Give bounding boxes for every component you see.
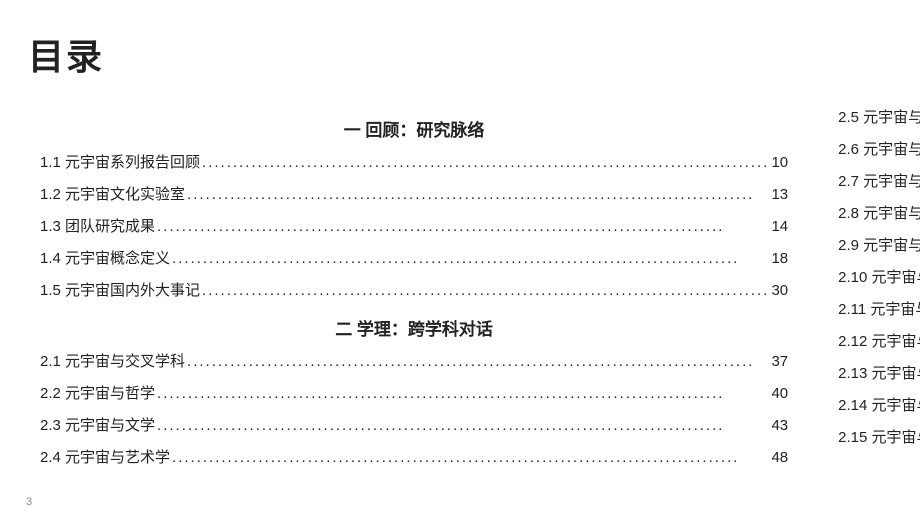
toc-dots: ........................................… — [157, 386, 769, 401]
toc-label: 2.4 元宇宙与艺术学 — [40, 450, 170, 465]
toc-label: 2.5 元宇宙与电影学 — [838, 110, 920, 125]
toc-columns: 一 回顾：研究脉络 1.1 元宇宙系列报告回顾..................… — [40, 110, 880, 482]
toc-label: 2.12 元宇宙与医学 — [838, 334, 920, 349]
toc-label: 2.13 元宇宙与物理学 — [838, 366, 920, 381]
toc-entry: 2.14 元宇宙与计算机学 ..........................… — [838, 398, 920, 413]
toc-entry: 2.5 元宇宙与电影学.............................… — [838, 110, 920, 125]
toc-page: 10 — [771, 155, 788, 170]
section-heading: 二 学理：跨学科对话 — [40, 315, 788, 340]
toc-page: 48 — [771, 450, 788, 465]
toc-page: 40 — [771, 386, 788, 401]
toc-entry: 2.8 元宇宙与信息管理学...........................… — [838, 206, 920, 221]
toc-dots: ........................................… — [202, 155, 769, 170]
toc-entry: 2.7 元宇宙与经济学.............................… — [838, 174, 920, 189]
toc-entry: 2.11 元宇宙与军事学 ...........................… — [838, 302, 920, 317]
toc-dots: ........................................… — [157, 219, 769, 234]
toc-entry: 2.2 元宇宙与哲学..............................… — [40, 386, 788, 401]
page-number: 3 — [26, 496, 32, 508]
toc-label: 2.6 元宇宙与传播学 — [838, 142, 920, 157]
toc-label: 1.4 元宇宙概念定义 — [40, 251, 170, 266]
toc-entry: 2.13 元宇宙与物理学 ...........................… — [838, 366, 920, 381]
toc-entry: 1.4 元宇宙概念定义.............................… — [40, 251, 788, 266]
toc-entry: 2.9 元宇宙与图书馆学............................… — [838, 238, 920, 253]
toc-label: 2.8 元宇宙与信息管理学 — [838, 206, 920, 221]
toc-label: 2.10 元宇宙与建筑学 — [838, 270, 920, 285]
toc-label: 2.2 元宇宙与哲学 — [40, 386, 155, 401]
toc-entry: 2.1 元宇宙与交叉学科............................… — [40, 354, 788, 369]
left-column: 一 回顾：研究脉络 1.1 元宇宙系列报告回顾..................… — [40, 110, 788, 482]
toc-dots: ........................................… — [187, 187, 769, 202]
toc-dots: ........................................… — [187, 354, 769, 369]
toc-page: 30 — [771, 283, 788, 298]
toc-page: 43 — [771, 418, 788, 433]
page-title: 目录 — [28, 28, 104, 80]
toc-label: 2.9 元宇宙与图书馆学 — [838, 238, 920, 253]
toc-dots: ........................................… — [202, 283, 769, 298]
toc-label: 1.5 元宇宙国内外大事记 — [40, 283, 200, 298]
toc-entry: 2.15 元宇宙与GIS ...........................… — [838, 430, 920, 445]
toc-label: 2.1 元宇宙与交叉学科 — [40, 354, 185, 369]
toc-entry: 2.4 元宇宙与艺术学.............................… — [40, 450, 788, 465]
toc-label: 2.3 元宇宙与文学 — [40, 418, 155, 433]
right-column: 2.5 元宇宙与电影学.............................… — [838, 110, 920, 482]
toc-label: 2.14 元宇宙与计算机学 — [838, 398, 920, 413]
toc-entry: 2.10 元宇宙与建筑学 ...........................… — [838, 270, 920, 285]
toc-label: 1.1 元宇宙系列报告回顾 — [40, 155, 200, 170]
toc-page: 13 — [771, 187, 788, 202]
toc-dots: ........................................… — [172, 251, 769, 266]
toc-label: 1.2 元宇宙文化实验室 — [40, 187, 185, 202]
toc-page: 14 — [771, 219, 788, 234]
toc-entry: 2.6 元宇宙与传播学.............................… — [838, 142, 920, 157]
toc-label: 2.15 元宇宙与GIS — [838, 430, 920, 445]
toc-label: 1.3 团队研究成果 — [40, 219, 155, 234]
toc-label: 2.7 元宇宙与经济学 — [838, 174, 920, 189]
toc-dots: ........................................… — [157, 418, 769, 433]
toc-entry: 1.1 元宇宙系列报告回顾...........................… — [40, 155, 788, 170]
toc-page: 37 — [771, 354, 788, 369]
toc-label: 2.11 元宇宙与军事学 — [838, 302, 920, 317]
toc-entry: 1.5 元宇宙国内外大事记...........................… — [40, 283, 788, 298]
toc-entry: 2.3 元宇宙与文学..............................… — [40, 418, 788, 433]
section-heading: 一 回顾：研究脉络 — [40, 116, 788, 141]
toc-dots: ........................................… — [172, 450, 769, 465]
toc-entry: 1.2 元宇宙文化实验室............................… — [40, 187, 788, 202]
toc-entry: 2.12 元宇宙与医学 ............................… — [838, 334, 920, 349]
toc-page: 18 — [771, 251, 788, 266]
toc-entry: 1.3 团队研究成果..............................… — [40, 219, 788, 234]
